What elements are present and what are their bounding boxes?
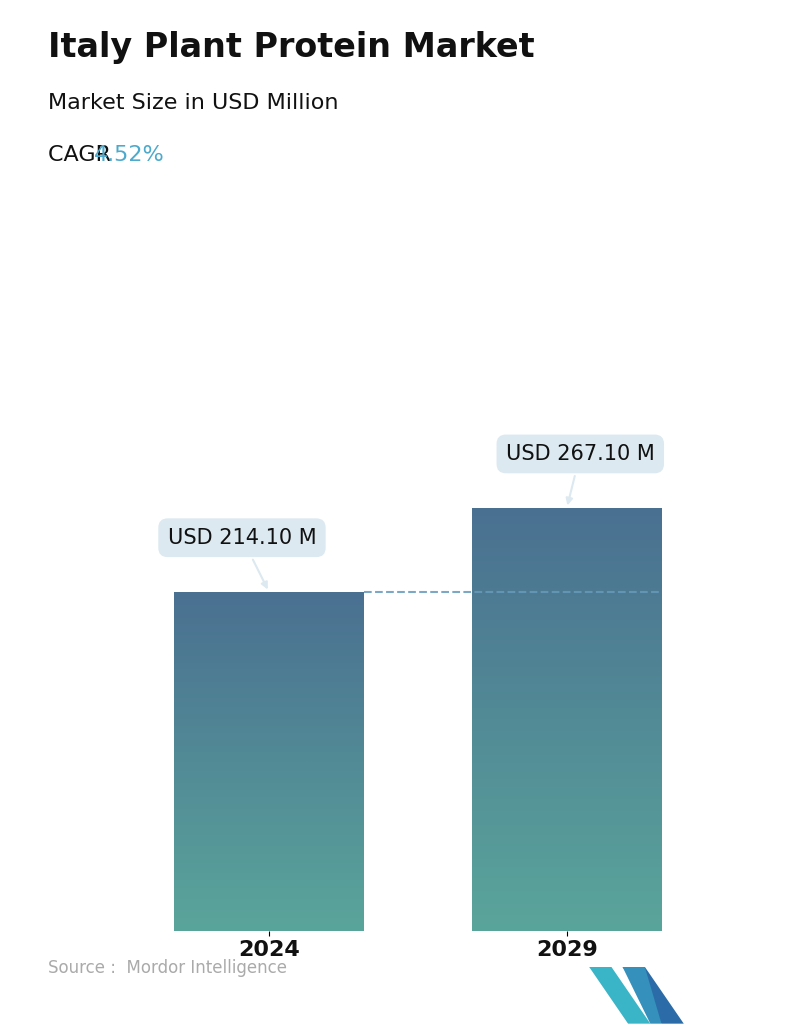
Polygon shape: [589, 967, 650, 1024]
Polygon shape: [622, 967, 661, 1024]
Text: Source :  Mordor Intelligence: Source : Mordor Intelligence: [48, 960, 287, 977]
Text: CAGR: CAGR: [48, 145, 118, 164]
Text: 4.52%: 4.52%: [94, 145, 165, 164]
Text: Italy Plant Protein Market: Italy Plant Protein Market: [48, 31, 534, 64]
Text: USD 267.10 M: USD 267.10 M: [506, 444, 654, 504]
Polygon shape: [622, 967, 684, 1024]
Text: USD 214.10 M: USD 214.10 M: [168, 527, 316, 587]
Text: Market Size in USD Million: Market Size in USD Million: [48, 93, 338, 113]
